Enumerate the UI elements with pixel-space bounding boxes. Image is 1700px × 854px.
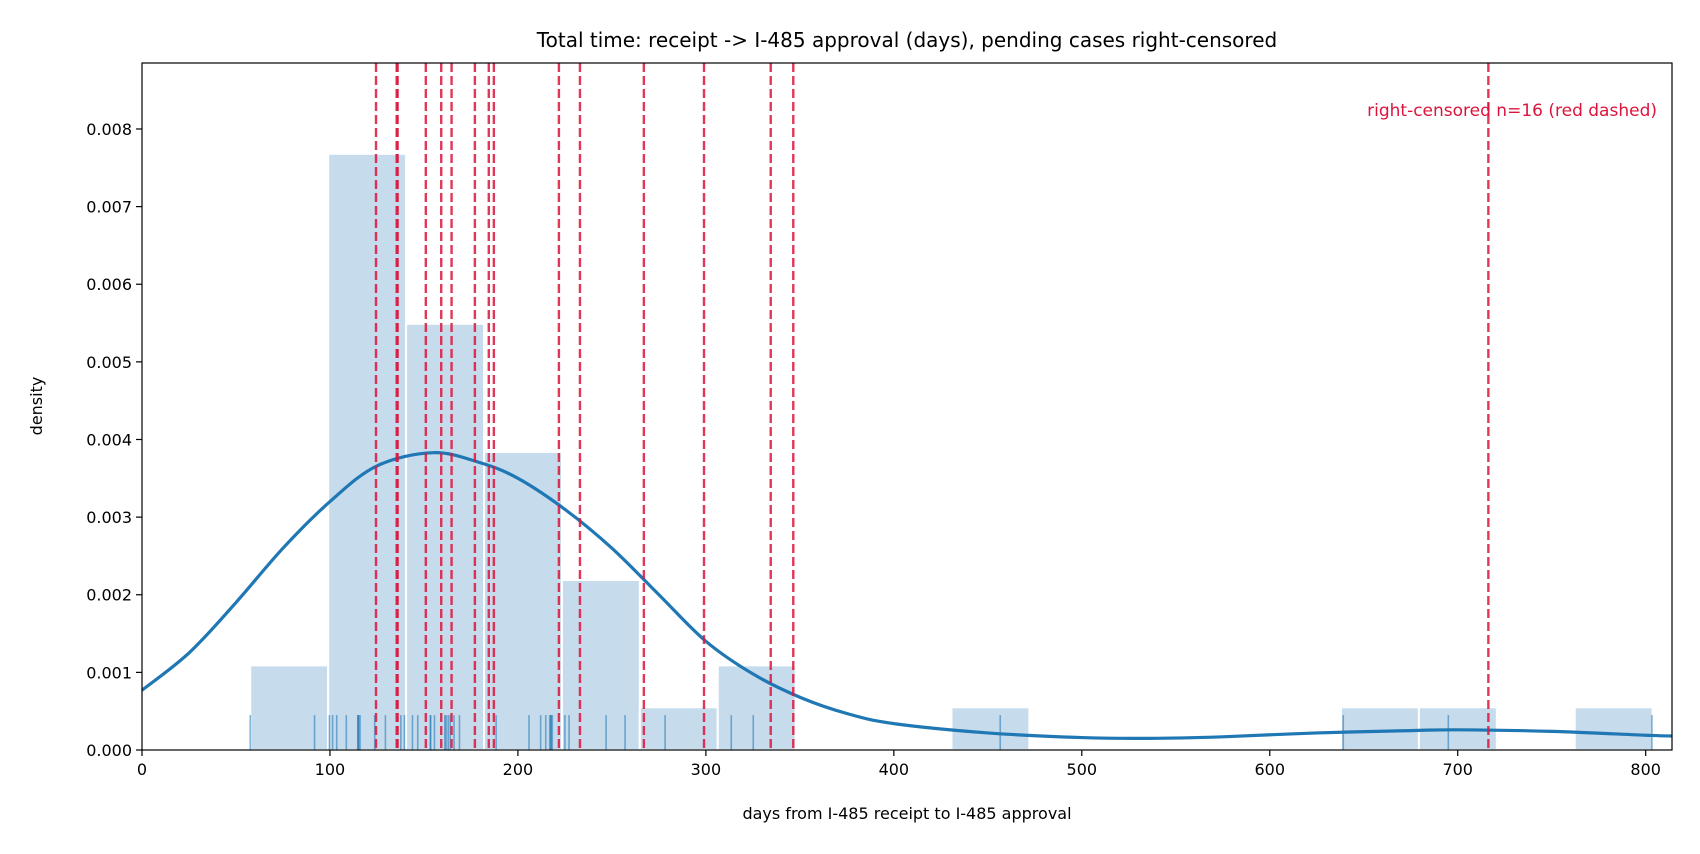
x-tick-label: 100: [315, 760, 346, 779]
kde-curve: [141, 451, 1673, 741]
x-tick-label: 600: [1254, 760, 1285, 779]
censored-annotation: right-censored n=16 (red dashed): [1367, 101, 1657, 121]
rug-ticks: [249, 715, 1653, 750]
y-tick-label: 0.005: [86, 353, 132, 372]
y-tick-label: 0.002: [86, 586, 132, 605]
histogram-bar: [482, 450, 563, 751]
chart-title: Total time: receipt -> I-485 approval (d…: [536, 28, 1277, 52]
x-ticks: 0 100 200 300 400 500 600 700 800: [137, 750, 1661, 779]
y-tick-label: 0.000: [86, 741, 132, 760]
histogram-bar: [950, 706, 1031, 752]
censored-lines: [374, 63, 1490, 750]
histogram-bar: [327, 152, 408, 751]
x-tick-label: 300: [691, 760, 722, 779]
y-tick-label: 0.003: [86, 508, 132, 527]
histogram-bar: [638, 706, 719, 752]
histogram-bars: [249, 152, 1654, 752]
x-tick-label: 0: [137, 760, 147, 779]
x-tick-label: 400: [879, 760, 910, 779]
y-tick-label: 0.001: [86, 663, 132, 682]
y-axis-label: density: [27, 377, 46, 436]
histogram-bar: [1573, 706, 1654, 752]
histogram-bar: [405, 322, 485, 751]
y-ticks: 0.000 0.001 0.002 0.003 0.004 0.005 0.006 0.007…: [86, 120, 142, 760]
x-tick-label: 500: [1067, 760, 1098, 779]
x-axis-label: days from I-485 receipt to I-485 approva…: [742, 804, 1071, 823]
axes-frame: [141, 62, 1673, 751]
y-tick-label: 0.006: [86, 275, 132, 294]
x-tick-label: 200: [503, 760, 534, 779]
y-tick-label: 0.004: [86, 430, 132, 449]
histogram-bar: [716, 664, 797, 751]
y-tick-label: 0.007: [86, 198, 132, 217]
x-tick-label: 800: [1630, 760, 1661, 779]
x-tick-label: 700: [1442, 760, 1473, 779]
histogram-bar: [560, 578, 641, 751]
histogram-bar: [1340, 706, 1420, 752]
kde-curve-group: [141, 451, 1673, 741]
histogram-bar: [249, 664, 330, 751]
y-tick-label: 0.008: [86, 120, 132, 139]
